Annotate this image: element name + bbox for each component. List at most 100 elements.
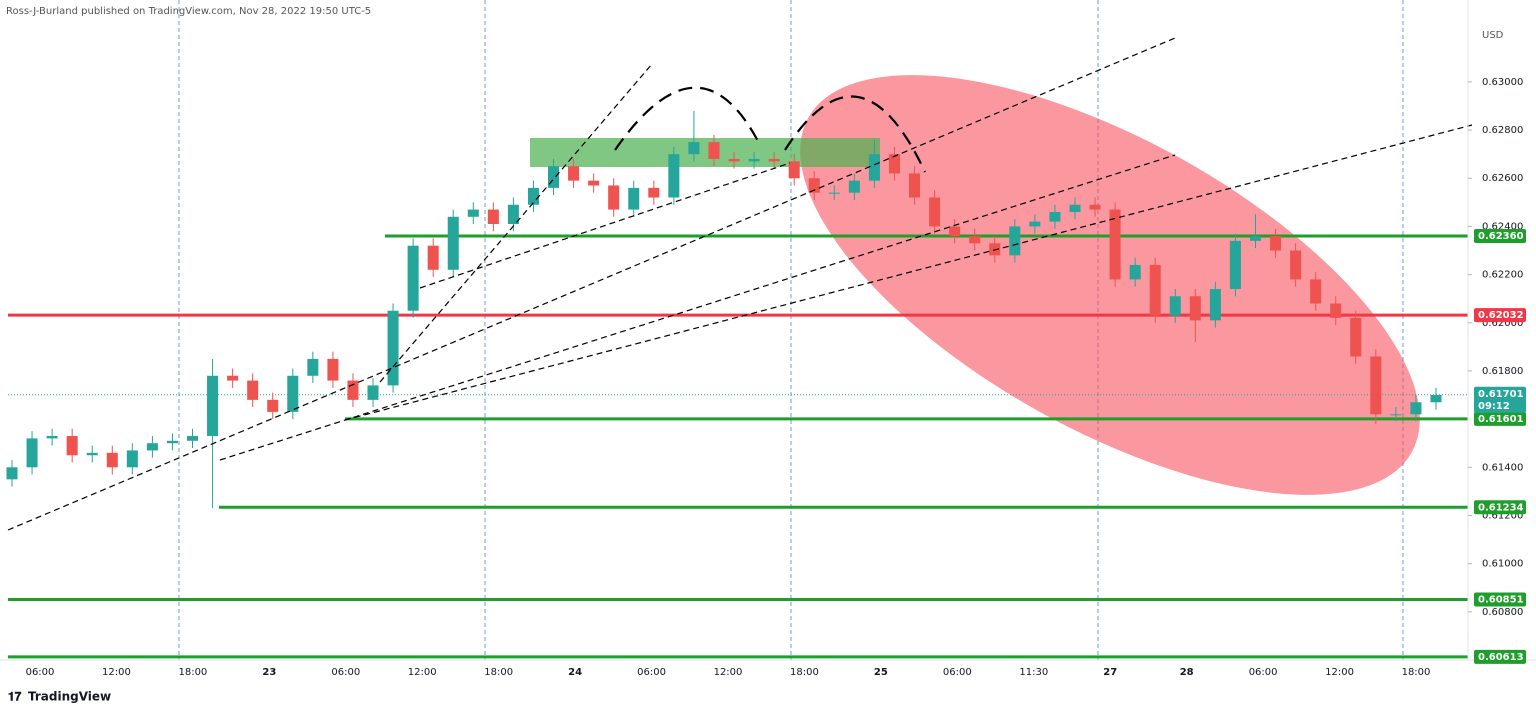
- price-tags: 0.62360 0.62032 0.61601 0.61234 0.60851 0.606…: [1474, 229, 1526, 664]
- candle-body: [166, 440, 178, 444]
- candle-body: [427, 245, 439, 270]
- candle-body: [688, 142, 700, 155]
- candle-body: [487, 209, 499, 225]
- candle-body: [1410, 402, 1422, 415]
- candle-body: [527, 187, 539, 205]
- candle-body: [668, 154, 680, 198]
- candle-body: [327, 358, 339, 381]
- trendline: [219, 154, 1176, 461]
- candle-body: [868, 154, 880, 181]
- candle-body: [1089, 204, 1101, 210]
- x-tick-label: 06:00: [637, 667, 666, 678]
- candle-body: [1270, 236, 1282, 251]
- candle-body: [929, 197, 941, 227]
- candle-body: [1149, 264, 1161, 316]
- candle-body: [788, 161, 800, 179]
- price-axis: 0.63000 0.62800 0.62600 0.62400 0.62200 0.620…: [1468, 77, 1523, 618]
- candle-body: [267, 399, 279, 412]
- candle-body: [367, 385, 379, 400]
- pattern-arc: [784, 95, 926, 173]
- candle-body: [828, 192, 840, 194]
- brand-logo: 𝟏𝟕: [8, 690, 22, 704]
- candle-body: [227, 375, 239, 381]
- candle-body: [447, 216, 459, 270]
- candle-body: [1350, 317, 1362, 357]
- candle-body: [1189, 296, 1201, 321]
- candle-body: [126, 450, 138, 468]
- candle-body: [1169, 296, 1181, 316]
- x-tick-label: 28: [1180, 667, 1194, 678]
- time-axis: 06:00 12:00 18:00 23 06:00 12:00 18:00 24 06:00 1…: [26, 667, 1431, 678]
- candle-body: [568, 166, 580, 181]
- candle-body: [247, 380, 259, 400]
- candle-body: [307, 358, 319, 376]
- level-tag-label: 0.61234: [1478, 502, 1524, 513]
- candle-body: [1069, 204, 1081, 212]
- candle-body: [1009, 226, 1021, 256]
- y-tick-label: 0.62600: [1482, 173, 1523, 184]
- trendline: [419, 162, 791, 289]
- x-tick-label: 18:00: [1402, 667, 1431, 678]
- candle-body: [207, 375, 219, 436]
- candle-body: [467, 209, 479, 217]
- x-tick-label: 06:00: [26, 667, 55, 678]
- candle-body: [1109, 209, 1121, 280]
- candle-body: [407, 245, 419, 311]
- candle-body: [46, 435, 58, 439]
- trendlines: [7, 37, 1473, 531]
- level-tag: [1474, 229, 1526, 244]
- candle-body: [1310, 279, 1322, 304]
- level-tag: [1474, 308, 1526, 323]
- y-tick-label: 0.61800: [1482, 366, 1523, 377]
- countdown: 09:12: [1478, 401, 1510, 412]
- level-tag: [1474, 500, 1526, 515]
- x-tick-label: 06:00: [331, 667, 360, 678]
- level-tag-label: 0.61601: [1478, 414, 1524, 425]
- x-tick-label: 12:00: [408, 667, 437, 678]
- candle-body: [347, 380, 359, 400]
- candle-body: [66, 435, 78, 456]
- candle-body: [969, 236, 981, 244]
- level-tag: [1474, 649, 1526, 664]
- candle-body: [6, 467, 18, 480]
- x-tick-label: 23: [262, 667, 276, 678]
- candle-body: [909, 173, 921, 198]
- x-tick-label: 18:00: [178, 667, 207, 678]
- y-tick-label: 0.60800: [1482, 607, 1523, 618]
- candle-body: [1390, 414, 1402, 416]
- candle-body: [86, 452, 98, 456]
- trendline: [344, 124, 1473, 421]
- y-tick-label: 0.62200: [1482, 270, 1523, 281]
- level-tag-label: 0.62032: [1478, 310, 1524, 321]
- y-tick-label: 0.62000: [1482, 318, 1523, 329]
- level-tag-label: 0.62360: [1478, 231, 1524, 242]
- y-tick-label: 0.61400: [1482, 462, 1523, 473]
- x-tick-label: 06:00: [943, 667, 972, 678]
- levels: [8, 234, 1468, 659]
- y-tick-label: 0.63000: [1482, 77, 1523, 88]
- x-tick-label: 06:00: [1249, 667, 1278, 678]
- x-tick-label: 12:00: [1325, 667, 1354, 678]
- last-price-label: 0.61701: [1478, 389, 1524, 400]
- candle-body: [26, 438, 38, 468]
- highlight-ellipse: [800, 75, 1420, 495]
- candle-body: [588, 180, 600, 186]
- trendline: [7, 37, 1176, 531]
- candle-body: [1370, 356, 1382, 415]
- currency: USD: [1482, 30, 1504, 41]
- candle-body: [728, 158, 740, 162]
- candle-body: [1430, 395, 1442, 403]
- candle-body: [768, 158, 780, 162]
- level-tag-label: 0.60851: [1478, 595, 1524, 606]
- candle-body: [949, 226, 961, 237]
- x-tick-label: 27: [1103, 667, 1117, 678]
- candle-body: [387, 310, 399, 386]
- x-tick-label: 12:00: [714, 667, 743, 678]
- x-tick-label: 25: [874, 667, 888, 678]
- y-tick-label: 0.62800: [1482, 125, 1523, 136]
- level-tag-label: 0.60613: [1478, 652, 1524, 663]
- y-tick-label: 0.61000: [1482, 559, 1523, 570]
- candle-body: [1029, 221, 1041, 227]
- candle-body: [1229, 240, 1241, 290]
